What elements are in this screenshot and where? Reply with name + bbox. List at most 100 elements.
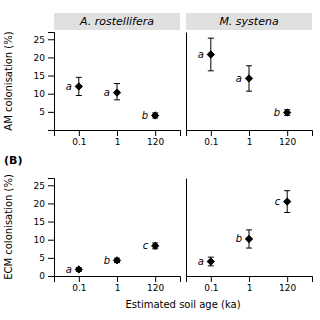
point [113,257,120,264]
x-tick-label: 0.1 [204,137,218,147]
x-tick-mark [155,276,156,282]
x-tick: 120 [147,276,164,293]
error-bar [208,38,214,71]
point-label: a [198,256,204,267]
error-bar [284,110,290,116]
panel-title: A. rostellifera [79,15,154,28]
y-axis [186,179,188,277]
y-tick-mark [48,203,54,204]
x-tick: 120 [279,276,296,293]
marks [207,38,291,116]
panel: A. rostellifera0.11120510152025AM coloni… [3,13,181,147]
y-tick-mark [48,258,54,259]
x-axis: 0.1 1 120 [55,276,181,293]
y-axis-title: ECM colonisation (%) [3,174,14,280]
y-tick-mark [48,57,54,58]
error-bar-cap [76,95,82,96]
y-tick-label: 20 [34,53,46,63]
y-tick-label: 0 [39,271,45,281]
y-tick: 25 [34,35,54,45]
point-label: c [275,196,281,207]
error-bar-cap [114,83,120,84]
x-tick-label: 0.1 [72,283,86,293]
y-tick-mark [48,76,54,77]
header-band [54,13,180,30]
y-tick: 5 [39,107,54,117]
x-tick: 0.1 [72,130,86,147]
point-label: a [66,264,72,275]
error-bar [246,230,252,248]
x-tick: 1 [115,276,121,293]
x-tick-mark [211,276,212,282]
point [245,75,252,82]
x-tick-label: 120 [147,283,164,293]
x-tick: 1 [247,276,253,293]
error-bar-cap [208,38,214,39]
x-tick-mark [211,130,212,136]
y-axis-line [48,33,55,131]
y-tick: 20 [34,199,54,209]
point-label: c [143,240,149,251]
point-label: b [104,255,110,266]
y-tick-label: 15 [34,71,45,81]
header-band [186,13,312,30]
y-tick-mark [48,112,54,113]
y-tick-label: 20 [34,199,46,209]
y-tick: 10 [34,89,54,99]
point [207,258,214,265]
y-tick: 5 [39,253,54,263]
y-axis: 0 5 10 15 20 25 [34,179,55,282]
point-label: a [236,73,242,84]
error-bar [76,77,82,95]
x-tick: 1 [115,130,121,147]
y-axis-line [186,33,187,131]
x-tick-mark [79,276,80,282]
error-bar [284,191,290,213]
point [75,266,82,273]
y-tick-mark [48,94,54,95]
y-tick-mark [48,276,54,277]
x-tick-mark [287,130,288,136]
error-bar-cap [246,229,252,230]
point-label: a [198,49,204,60]
y-tick-label: 15 [34,217,45,227]
x-axis-title: Estimated soil age (ka) [125,299,240,310]
error-bar-cap [208,70,214,71]
y-axis: 5 10 15 20 25 [34,33,55,131]
y-tick-mark [48,39,54,40]
point [245,235,252,242]
x-tick-mark [155,130,156,136]
y-tick-mark [48,222,54,223]
y-tick-label: 25 [34,181,45,191]
error-bar-cap [246,65,252,66]
point [207,51,214,58]
y-tick: 20 [34,53,54,63]
x-tick-mark [287,276,288,282]
x-tick-label: 120 [147,137,164,147]
y-tick-label: 5 [39,107,45,117]
chart: A. rostellifera0.11120510152025AM coloni… [0,0,320,320]
y-tick-label: 10 [34,235,46,245]
x-tick-mark [249,276,250,282]
x-tick-label: 120 [279,137,296,147]
error-bar [114,84,120,100]
y-axis-line [48,179,55,277]
panel-title: M. systena [219,15,279,28]
error-bar-cap [284,190,290,191]
marks [207,191,291,266]
error-bar-cap [76,77,82,78]
x-tick-label: 1 [247,137,253,147]
x-tick-mark [79,130,80,136]
x-tick-label: 1 [115,137,121,147]
panel-label: (B) [4,154,22,167]
point-label: b [142,110,148,121]
point-label: a [104,87,110,98]
x-axis-line [55,131,181,137]
x-tick-label: 0.1 [204,283,218,293]
x-tick: 120 [147,130,164,147]
x-tick-label: 120 [279,283,296,293]
y-axis [186,33,188,131]
point [113,89,120,96]
x-tick: 1 [247,130,253,147]
x-tick-mark [117,276,118,282]
